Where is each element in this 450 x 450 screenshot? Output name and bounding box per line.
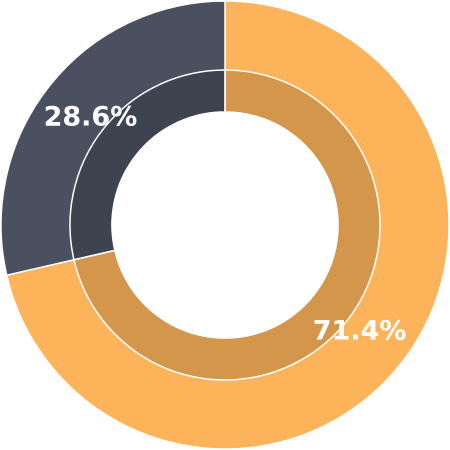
segment-shade: [73, 69, 381, 381]
value-label: 28.6%: [44, 101, 138, 132]
value-label: 71.4%: [313, 316, 407, 347]
segment-shade: [69, 69, 226, 261]
labels: 71.4% 28.6%: [44, 101, 407, 346]
